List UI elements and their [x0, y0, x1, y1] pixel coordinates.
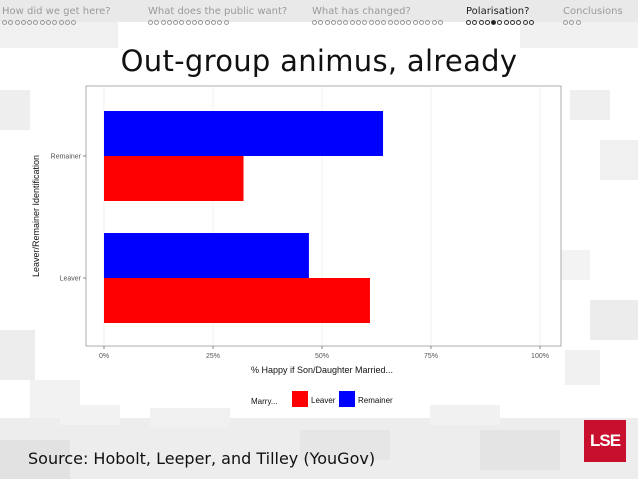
- slide-dot[interactable]: [569, 20, 575, 25]
- slide-dot[interactable]: [356, 20, 362, 25]
- slide-dot[interactable]: [575, 20, 581, 25]
- slide-dot[interactable]: [318, 20, 324, 25]
- x-tick-label: 0%: [99, 353, 109, 360]
- nav-section-label: What has changed?: [312, 6, 411, 17]
- slide-dot[interactable]: [160, 20, 166, 25]
- slide-dot[interactable]: [210, 20, 216, 25]
- x-tick-label: 25%: [206, 353, 220, 360]
- x-axis-title: % Happy if Son/Daughter Married...: [251, 365, 393, 375]
- x-tick-label: 75%: [424, 353, 438, 360]
- slide-dot[interactable]: [412, 20, 418, 25]
- slide-dot[interactable]: [337, 20, 343, 25]
- slide-dot[interactable]: [393, 20, 399, 25]
- y-tick-label: Leaver: [60, 276, 82, 283]
- slide-dot[interactable]: [563, 20, 568, 25]
- section-navigation: How did we get here? What does the public…: [0, 0, 638, 30]
- slide-dot[interactable]: [516, 20, 522, 25]
- slide-dot[interactable]: [52, 20, 58, 25]
- slide-dot[interactable]: [466, 20, 471, 25]
- nav-section-3[interactable]: What has changed?: [312, 6, 443, 25]
- legend-title: Marry...: [251, 397, 278, 406]
- slide-dot[interactable]: [20, 20, 26, 25]
- slide-dot[interactable]: [33, 20, 39, 25]
- slide-dot[interactable]: [484, 20, 490, 25]
- slide-dot[interactable]: [349, 20, 355, 25]
- slide-dots: [148, 20, 287, 25]
- slide-dot[interactable]: [528, 20, 534, 25]
- slide-dot[interactable]: [27, 20, 33, 25]
- slide-dot[interactable]: [491, 20, 497, 25]
- slide-dot[interactable]: [173, 20, 179, 25]
- nav-section-2[interactable]: What does the public want?: [148, 6, 287, 25]
- nav-section-label: What does the public want?: [148, 6, 288, 17]
- slide-dot[interactable]: [148, 20, 153, 25]
- nav-section-label: Conclusions: [563, 6, 623, 17]
- slide-dot[interactable]: [472, 20, 478, 25]
- slide-dot[interactable]: [406, 20, 412, 25]
- slide-dot[interactable]: [425, 20, 431, 25]
- x-tick-label: 100%: [531, 353, 549, 360]
- nav-section-1[interactable]: How did we get here?: [2, 6, 111, 25]
- legend-key-leaver: [292, 391, 308, 407]
- slide-dot[interactable]: [166, 20, 172, 25]
- slide-dot[interactable]: [368, 20, 374, 25]
- slide-dot[interactable]: [431, 20, 437, 25]
- source-note: Source: Hobolt, Leeper, and Tilley (YouG…: [28, 449, 376, 468]
- bar-leaver-leaver: [104, 278, 370, 323]
- slide-dot[interactable]: [46, 20, 52, 25]
- legend-key-remainer: [339, 391, 355, 407]
- slide-dot[interactable]: [179, 20, 185, 25]
- slide-dots: [2, 20, 111, 25]
- bar-remainer-leaver: [104, 156, 244, 201]
- bar-remainer-remainer: [104, 111, 384, 156]
- slide-dot[interactable]: [387, 20, 393, 25]
- slide-dot[interactable]: [39, 20, 45, 25]
- y-tick-label: Remainer: [51, 154, 82, 161]
- slide-dot[interactable]: [374, 20, 380, 25]
- bar-leaver-remainer: [104, 233, 309, 278]
- slide-dot[interactable]: [58, 20, 64, 25]
- legend-label: Leaver: [311, 396, 336, 405]
- slide-dot[interactable]: [192, 20, 198, 25]
- y-axis-title: Leaver/Remainer Identification: [31, 155, 41, 277]
- nav-section-label: How did we get here?: [2, 6, 111, 17]
- slide-title: Out-group animus, already: [120, 44, 518, 78]
- slide-dot[interactable]: [478, 20, 484, 25]
- slide-dot[interactable]: [510, 20, 516, 25]
- slide-dot[interactable]: [343, 20, 349, 25]
- slide-dots: [312, 20, 443, 25]
- slide-dot[interactable]: [522, 20, 528, 25]
- slide-dot[interactable]: [223, 20, 229, 25]
- slide-dot[interactable]: [14, 20, 20, 25]
- nav-section-5[interactable]: Conclusions: [563, 6, 623, 25]
- slide-dot[interactable]: [204, 20, 210, 25]
- slide-dot[interactable]: [437, 20, 443, 25]
- x-tick-label: 50%: [315, 353, 329, 360]
- slide-dot[interactable]: [330, 20, 336, 25]
- slide-dot[interactable]: [198, 20, 204, 25]
- slide-dot[interactable]: [503, 20, 509, 25]
- slide-dot[interactable]: [217, 20, 223, 25]
- nav-section-4[interactable]: Polarisation?: [466, 6, 534, 25]
- slide-dots: [466, 20, 534, 25]
- slide-dot[interactable]: [324, 20, 330, 25]
- slide-dot[interactable]: [8, 20, 14, 25]
- nav-section-label: Polarisation?: [466, 6, 530, 17]
- slide-dot[interactable]: [64, 20, 70, 25]
- slide-dots: [563, 20, 623, 25]
- slide-dot[interactable]: [497, 20, 503, 25]
- slide-dot[interactable]: [381, 20, 387, 25]
- slide-dot[interactable]: [362, 20, 368, 25]
- legend-label: Remainer: [358, 396, 393, 405]
- lse-logo: LSE: [584, 420, 626, 462]
- slide-dot[interactable]: [71, 20, 77, 25]
- slide-dot[interactable]: [312, 20, 317, 25]
- slide-dot[interactable]: [2, 20, 7, 25]
- slide-dot[interactable]: [154, 20, 160, 25]
- slide-dot[interactable]: [400, 20, 406, 25]
- slide-dot[interactable]: [419, 20, 425, 25]
- slide-dot[interactable]: [185, 20, 191, 25]
